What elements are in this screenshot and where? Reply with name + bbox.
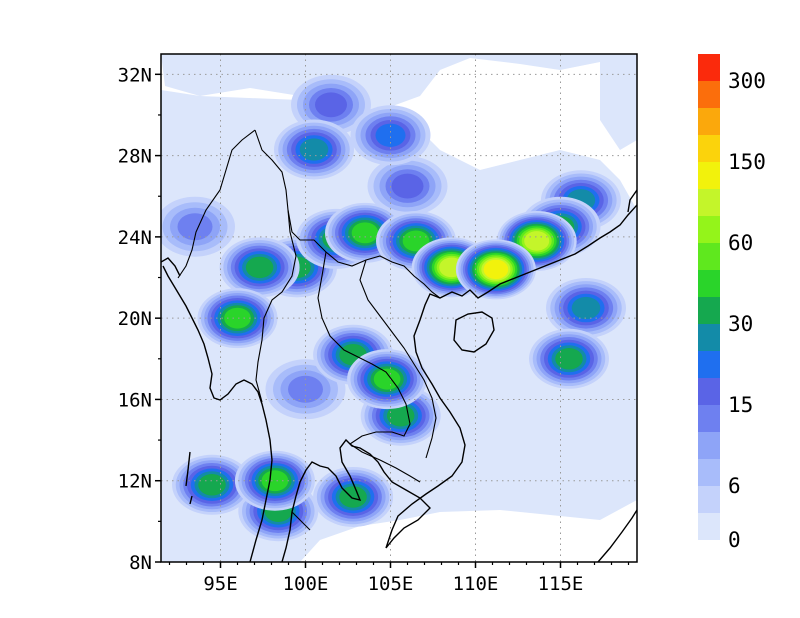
graticule: [161, 54, 637, 562]
lon-tick-label: 115E: [538, 573, 584, 595]
contour-hotspot: [291, 74, 371, 135]
colorbar-label: 150: [728, 150, 766, 174]
contour-level: [315, 92, 347, 118]
lon-tick-label: 95E: [203, 573, 237, 595]
colorbar-segment: [698, 351, 720, 378]
contour-hotspot: [161, 196, 235, 257]
lat-tick-label: 20N: [118, 308, 152, 330]
contour-hotspot: [274, 119, 354, 180]
border-china-south: [254, 129, 441, 299]
colorbar-segment: [698, 324, 720, 351]
border-myanmar-thailand: [255, 209, 297, 403]
contour-hotspot: [172, 454, 252, 515]
coastline-myanmar: [162, 265, 273, 562]
contour-hotspot: [455, 239, 536, 300]
contour-level: [245, 256, 274, 279]
borneo-coast: [597, 509, 637, 562]
hainan-island: [453, 311, 495, 353]
taiwan-island: [627, 189, 637, 213]
lat-tick-label: 16N: [118, 389, 152, 411]
lat-tick-label: 28N: [118, 146, 152, 168]
plot-frame: [160, 53, 638, 563]
lat-tick-label: 24N: [118, 227, 152, 249]
colorbar-segment: [698, 54, 720, 81]
border-laos-vietnam: [359, 259, 437, 459]
contour-level: [351, 222, 379, 244]
colorbar-label: 60: [728, 231, 753, 255]
country-borders: [177, 129, 441, 531]
colorbar-segment: [698, 513, 720, 540]
contour-hotspot: [350, 105, 431, 166]
border-thailand-malaysia: [291, 511, 311, 531]
colorbar-label: 0: [728, 528, 741, 552]
lon-tick-label: 105E: [368, 573, 414, 595]
colorbar-segment: [698, 135, 720, 162]
colorbar-segment: [698, 459, 720, 486]
colorbar-segment: [698, 81, 720, 108]
contour-hotspot: [367, 156, 448, 217]
colorbar-segment: [698, 216, 720, 243]
colorbar-segment: [698, 432, 720, 459]
colorbar-segment: [698, 108, 720, 135]
contour-level: [177, 213, 213, 241]
contour-level: [402, 230, 430, 252]
coastlines: [161, 189, 637, 562]
colorbar-segment: [698, 270, 720, 297]
contour-hotspot: [529, 328, 609, 389]
colorbar-segment: [698, 297, 720, 324]
contour-field: [161, 54, 637, 562]
coastline-bangladesh: [161, 257, 181, 277]
contour-hotspot: [313, 466, 394, 527]
colorbar-segment: [698, 162, 720, 189]
field-envelope: [161, 54, 637, 562]
contour-level: [373, 368, 401, 390]
contour-hotspot: [546, 278, 626, 338]
axes: 8N 12N 16N 20N 24N 28N 32N 95E 100E 105E 110E 115E: [118, 64, 630, 595]
contour-level: [555, 348, 583, 370]
colorbar: 0 6 15 30 60 150 300: [698, 54, 766, 552]
contour-level: [299, 138, 329, 161]
colorbar-segment: [698, 378, 720, 405]
contour-level: [375, 123, 406, 147]
colorbar-label: 300: [728, 69, 766, 93]
colorbar-label: 6: [728, 474, 741, 498]
contour-level: [483, 259, 509, 280]
colorbar-segment: [698, 189, 720, 216]
contour-level: [524, 231, 550, 251]
contour-hotspot: [234, 450, 315, 511]
contour-level: [571, 296, 601, 320]
colorbar-segment: [698, 405, 720, 432]
field-envelope-east: [600, 54, 637, 150]
lat-tick-label: 12N: [118, 471, 152, 493]
contour-level: [288, 375, 323, 403]
colorbar-segment: [698, 243, 720, 270]
contour-hotspot: [197, 288, 278, 349]
lat-tick-label: 8N: [129, 552, 152, 574]
border-myanmar-india: [177, 129, 256, 279]
contour-level: [224, 307, 251, 329]
andaman-islands: [185, 451, 193, 505]
contour-hotspot: [219, 237, 300, 298]
border-laos: [317, 251, 411, 445]
border-cambodia: [349, 443, 421, 483]
coastline-mainland: [281, 204, 637, 562]
lon-tick-label: 100E: [283, 573, 329, 595]
colorbar-label: 15: [728, 393, 753, 417]
contour-level: [391, 173, 424, 199]
lat-tick-label: 32N: [118, 64, 152, 86]
colorbar-segment: [698, 486, 720, 513]
contour-level: [198, 474, 226, 496]
lon-tick-label: 110E: [453, 573, 499, 595]
colorbar-label: 30: [728, 312, 753, 336]
